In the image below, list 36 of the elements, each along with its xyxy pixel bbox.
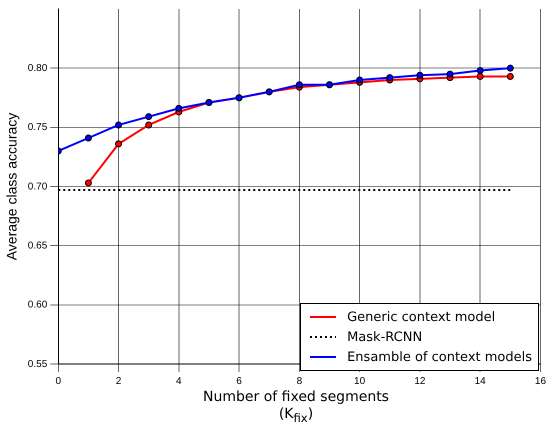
point xyxy=(145,121,152,128)
x-tick-label: 6 xyxy=(236,376,242,387)
point xyxy=(446,70,454,78)
point xyxy=(145,113,152,120)
y-axis-title: Average class accuracy xyxy=(3,112,20,260)
x-axis-title: Number of fixed segments (K$_{fix}$) xyxy=(202,389,390,425)
y-tick-label: 0.60 xyxy=(28,300,48,311)
y-tick-label: 0.65 xyxy=(28,240,48,252)
y-tick-label: 0.75 xyxy=(28,122,48,134)
legend-label: Mask-RCNN xyxy=(347,330,422,344)
legend-label: Ensamble of context models xyxy=(347,350,532,364)
point xyxy=(84,179,92,186)
point xyxy=(296,81,303,88)
point xyxy=(115,140,122,148)
x-tick-label: 14 xyxy=(474,376,486,387)
x-tick-label: 10 xyxy=(354,376,366,387)
x-tick-label: 16 xyxy=(534,376,546,387)
y-tick-label: 0.55 xyxy=(28,358,48,370)
point xyxy=(476,67,484,74)
point xyxy=(386,74,394,82)
point xyxy=(506,72,514,80)
y-tick-label: 0.70 xyxy=(28,181,48,192)
point xyxy=(175,104,182,112)
x-tick-label: 12 xyxy=(414,376,426,387)
x-tick-label: 4 xyxy=(176,376,182,387)
point xyxy=(506,64,514,72)
point xyxy=(115,121,122,128)
y-tick-label: 0.80 xyxy=(28,62,48,74)
point xyxy=(416,72,424,79)
point xyxy=(356,76,364,84)
x-tick-label: 8 xyxy=(296,376,303,387)
point xyxy=(476,72,484,80)
point xyxy=(84,134,92,142)
x-tick-label: 2 xyxy=(116,376,122,387)
legend-label: Generic context model xyxy=(347,310,496,324)
x-tick-label: 0 xyxy=(55,376,62,387)
